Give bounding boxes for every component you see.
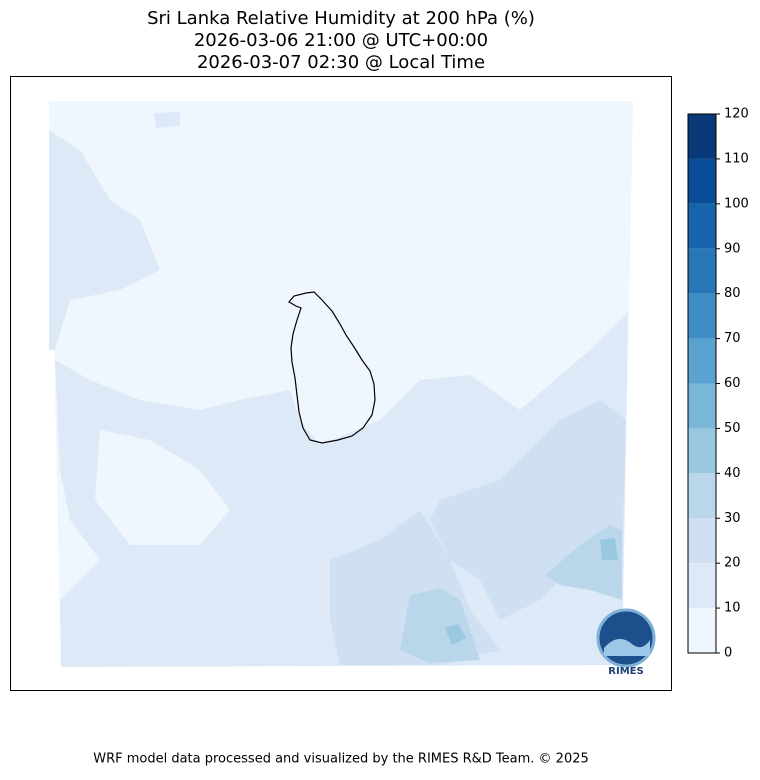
colorbar-tick-label: 70 [724, 331, 741, 346]
contour-region [400, 588, 480, 663]
contour-region [430, 400, 626, 620]
logo-text: RIMES [608, 666, 643, 677]
title-line: 2026-03-07 02:30 @ Local Time [197, 52, 485, 73]
sri-lanka-coastline [288, 291, 376, 444]
contour-region [49, 130, 160, 350]
colorbar-bin [688, 473, 716, 519]
contour-region [95, 430, 230, 545]
colorbar-bin [688, 338, 716, 384]
colorbar-tick-label: 10 [724, 601, 741, 616]
colorbar-bin [688, 293, 716, 339]
colorbar-tick-label: 50 [724, 421, 741, 436]
colorbar-tick-label: 120 [724, 107, 749, 122]
colorbar-bin [688, 563, 716, 609]
title-line: 2026-03-06 21:00 @ UTC+00:00 [194, 30, 488, 51]
logo-wave [604, 638, 650, 656]
logo-circle [596, 608, 656, 668]
colorbar-bin [688, 114, 716, 159]
colorbar-tick-label: 100 [724, 196, 749, 211]
colorbar-tick-label: 110 [724, 151, 749, 166]
logo: RIMES [596, 608, 656, 677]
colorbar-bin [688, 383, 716, 429]
colorbar-bin [688, 248, 716, 294]
contour-region [154, 112, 180, 128]
colorbar-tick-label: 80 [724, 286, 741, 301]
title-line: Sri Lanka Relative Humidity at 200 hPa (… [147, 8, 535, 29]
map-frame [10, 76, 672, 691]
colorbar-tick-label: 30 [724, 511, 741, 526]
colorbar-tick-label: 0 [724, 646, 732, 661]
contour-region [445, 624, 466, 645]
footer: WRF model data processed and visualized … [93, 752, 589, 767]
colorbar-bin [688, 203, 716, 249]
colorbar-bin [688, 518, 716, 564]
contour-region [600, 538, 618, 560]
colorbar-bin [688, 158, 716, 204]
colorbar-tick-label: 90 [724, 241, 741, 256]
colorbar-tick-label: 60 [724, 376, 741, 391]
humidity-field [49, 101, 633, 667]
colorbar-bin [688, 428, 716, 474]
colorbar-tick-label: 20 [724, 556, 741, 571]
colorbar-tick-label: 40 [724, 466, 741, 481]
colorbar-bin [688, 608, 716, 653]
colorbar: 0 10 20 30 40 50 60 70 80 90 100 110 120 [687, 107, 749, 661]
